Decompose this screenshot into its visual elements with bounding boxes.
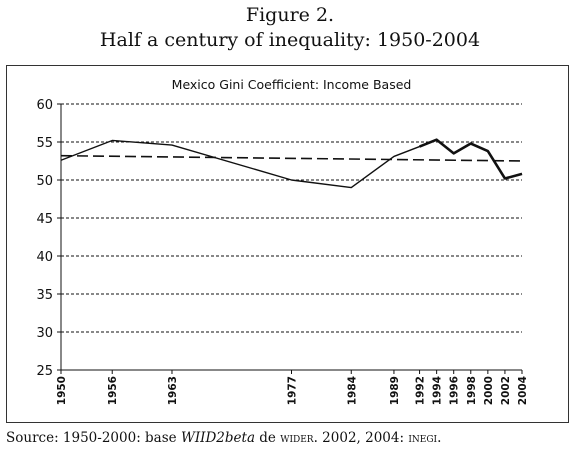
trend-line bbox=[60, 154, 523, 162]
x-tick-label-1998: 1998 bbox=[466, 376, 478, 405]
x-tick-label-1956: 1956 bbox=[107, 376, 119, 405]
x-tick-label-2002: 2002 bbox=[500, 376, 512, 405]
y-tick-label-25: 25 bbox=[36, 364, 53, 379]
figure-label: Figure 2. bbox=[245, 4, 335, 26]
source-mid: de bbox=[255, 430, 281, 446]
x-tick-label-2004: 2004 bbox=[517, 376, 529, 405]
x-tick-label-1950: 1950 bbox=[56, 376, 68, 405]
source-prefix: Source: 1950-2000: base bbox=[6, 430, 181, 446]
y-tick-label-55: 55 bbox=[36, 136, 53, 151]
source-end: . bbox=[437, 430, 442, 446]
source-dataset: WIID2beta bbox=[180, 430, 255, 446]
source-note: Source: 1950-2000: base WIID2beta de wid… bbox=[6, 430, 441, 446]
source-org2: inegi bbox=[408, 430, 438, 446]
y-tick-label-50: 50 bbox=[36, 174, 53, 189]
y-tick-label-45: 45 bbox=[36, 212, 53, 227]
x-tick-label-1963: 1963 bbox=[167, 376, 179, 405]
y-tick-label-60: 60 bbox=[36, 98, 53, 113]
y-tick-label-30: 30 bbox=[36, 326, 53, 341]
x-tick-label-1977: 1977 bbox=[287, 376, 299, 405]
source-org: wider bbox=[280, 430, 314, 446]
chart-title: Mexico Gini Coefficient: Income Based bbox=[172, 77, 412, 92]
x-tick-label-1989: 1989 bbox=[389, 376, 401, 405]
figure-title: Half a century of inequality: 1950-2004 bbox=[99, 29, 481, 51]
x-tick-label-1994: 1994 bbox=[432, 376, 444, 405]
x-tick-label-1996: 1996 bbox=[449, 376, 461, 405]
chart-frame bbox=[6, 65, 569, 423]
y-tick-label-35: 35 bbox=[36, 288, 53, 303]
x-tick-label-1984: 1984 bbox=[346, 376, 358, 405]
x-tick-label-1992: 1992 bbox=[415, 376, 427, 405]
source-suffix: . 2002, 2004: bbox=[313, 430, 409, 446]
y-tick-label-40: 40 bbox=[36, 250, 53, 265]
gini-series-recent bbox=[419, 138, 523, 180]
x-tick-label-2000: 2000 bbox=[483, 376, 495, 405]
